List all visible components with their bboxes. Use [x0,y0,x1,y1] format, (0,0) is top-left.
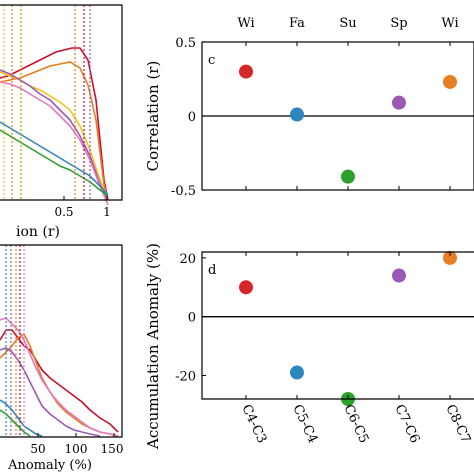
season-label: Sp [390,16,407,31]
panel-c-points [239,42,457,190]
panel-d-frame [201,251,474,400]
left-bottom-vlines [5,245,25,437]
curve-blue-b [0,399,43,437]
left-bottom-xlabel: Anomaly (%) [7,458,92,473]
curve-purple-b [0,347,101,437]
tick-label-top-1: 1 [103,205,111,219]
left-bottom-curves [0,317,119,437]
data-point [239,64,253,79]
panel-c-frame [201,41,474,191]
panel-d-yticks: 20 0 -20 [175,252,206,384]
y-tick-label: 0.5 [175,36,196,51]
tick-label-top-0.5: 0.5 [54,205,73,219]
tick-label-bottom-100: 100 [65,442,88,456]
data-point [239,280,253,295]
x-tick-label: C6-C5 [340,402,371,445]
left-top-vlines [3,5,91,200]
x-tick-label: C4-C3 [238,402,269,445]
y-tick-label: -0.5 [171,184,196,199]
data-point [443,74,457,89]
data-point [392,268,406,283]
curve-yellow [0,71,109,201]
left-top-panel: 0.5 1 ion (r) [0,4,123,240]
panel-d-points [239,250,457,406]
panel-c-top-labels: Wi Fa Su Sp Wi [237,16,458,31]
data-point [341,169,355,184]
x-tick-label: C8-C7 [442,402,473,445]
curve-green-b [0,409,31,437]
season-label: Wi [441,16,458,31]
left-top-axes [0,4,123,201]
curve-pink-b [0,317,119,437]
curve-pink [0,81,109,206]
curve-green [0,129,109,197]
panel-d-letter: d [208,263,216,278]
panel-c-yticks: 0.5 0 -0.5 [171,36,206,199]
season-label: Su [339,16,356,31]
data-point [392,95,406,110]
tick-label-bottom-150: 150 [101,442,124,456]
season-label: Wi [237,16,254,31]
panel-c-ylabel: Correlation (r) [144,61,162,172]
left-bottom-axes [0,244,123,438]
y-tick-label: 0 [188,110,196,125]
data-point [443,250,457,265]
curve-red-b [0,329,119,433]
curve-purple [0,69,109,201]
y-tick-label: -20 [175,369,196,384]
left-top-curves [0,47,109,206]
x-tick-label: C5-C4 [289,402,320,445]
curve-orange [0,61,109,201]
curve-red [0,47,109,201]
panel-c: Correlation (r) Wi Fa Su Sp Wi 0.5 0 -0.5 c [144,16,474,199]
curve-blue [0,121,109,196]
tick-label-bottom-50: 50 [30,442,45,456]
y-tick-label: 20 [179,252,196,267]
panel-c-letter: c [208,53,215,68]
panel-d-xticks: C4-C3 C5-C4 C6-C5 C7-C6 C8-C7 [238,402,473,445]
data-point [290,365,304,380]
y-tick-label: 0 [188,311,196,326]
left-bottom-panel: 50 100 150 Anomaly (%) [0,244,124,473]
panel-d: Accumulation Anomaly (%) 20 0 -20 C4-C3 C5-… [144,243,474,450]
data-point [290,107,304,122]
x-tick-label: C7-C6 [391,402,422,445]
panel-d-ylabel: Accumulation Anomaly (%) [144,243,162,450]
season-label: Fa [289,16,305,31]
left-top-xlabel: ion (r) [16,224,60,240]
